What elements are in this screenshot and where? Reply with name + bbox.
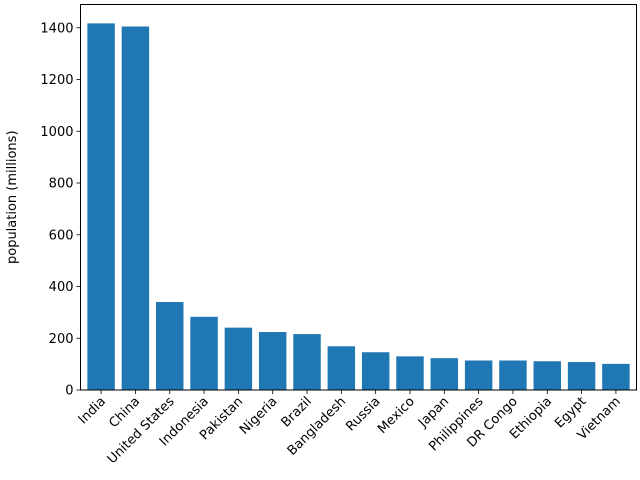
y-tick-label: 0 (65, 384, 73, 399)
bar-russia (361, 352, 390, 390)
bar-egypt (567, 362, 596, 390)
y-axis-label: population (millions) (5, 130, 20, 264)
bar-ethiopia (533, 361, 561, 390)
bar-china (121, 26, 150, 391)
bar-india (87, 23, 115, 390)
bar-dr-congo (499, 360, 527, 390)
y-axis: 0 200 400 600 800 1000 1200 1400 (40, 21, 81, 399)
x-tick-label: Nigeria (237, 394, 280, 437)
bar-pakistan (224, 327, 253, 390)
bar-united-states (156, 302, 184, 390)
bars-group (87, 23, 630, 391)
y-tick-label: 600 (49, 228, 74, 243)
x-tick-label: India (76, 394, 109, 427)
y-tick-label: 1200 (40, 73, 73, 88)
y-tick-label: 1000 (40, 125, 73, 140)
bar-brazil (293, 334, 321, 390)
bar-mexico (396, 356, 424, 390)
y-tick-label: 1400 (40, 21, 73, 36)
bar-bangladesh (327, 346, 356, 390)
bar-nigeria (258, 332, 287, 390)
y-tick-label: 200 (49, 332, 74, 347)
bar-vietnam (602, 363, 630, 390)
y-tick-label: 800 (49, 177, 74, 192)
plot-frame (80, 4, 637, 391)
y-tick-label: 400 (49, 280, 74, 295)
bar-indonesia (190, 316, 218, 390)
x-tick-label: Mexico (375, 394, 418, 437)
bar-japan (430, 358, 459, 390)
bar-philippines (464, 360, 493, 390)
